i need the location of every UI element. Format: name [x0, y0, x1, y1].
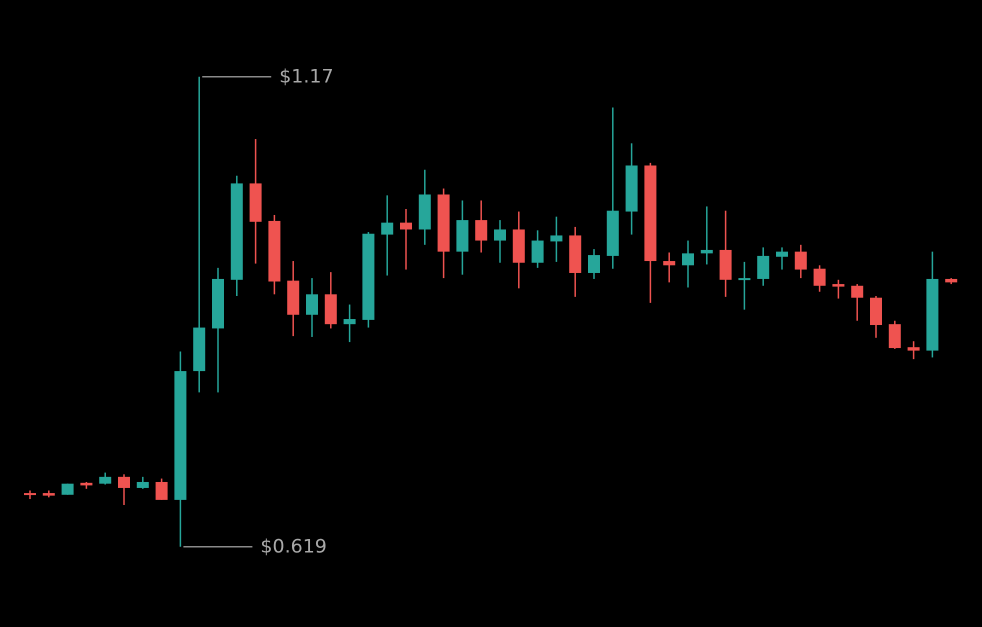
candle-body [700, 249, 713, 254]
candle-body [888, 324, 901, 349]
candle-body [475, 220, 488, 241]
candle-body [738, 278, 751, 281]
candle-body [512, 229, 525, 263]
candle-body [99, 476, 112, 484]
candle-body [531, 240, 544, 263]
candle-body [418, 194, 431, 230]
candle-body [193, 327, 206, 372]
candle-body [155, 481, 168, 500]
candle-body [682, 253, 694, 266]
candle-body [494, 229, 506, 241]
candle-body [776, 251, 788, 257]
candle-body [24, 493, 36, 496]
candle-body [851, 285, 864, 298]
candle-body [945, 278, 958, 283]
candle-body [324, 294, 337, 325]
candle-body [343, 319, 356, 325]
candle-body [61, 483, 74, 495]
candle-body [287, 280, 300, 315]
candle-body [362, 233, 375, 320]
candle-body [437, 194, 450, 252]
candle-body [870, 297, 882, 326]
candle-body [268, 220, 281, 282]
candle-body [212, 278, 224, 329]
candle-body [381, 222, 394, 235]
candle-body [644, 165, 657, 262]
candle-body [832, 284, 845, 287]
candle-body [813, 268, 826, 286]
candle-body [625, 165, 638, 212]
candle-body [907, 347, 920, 351]
candle-body [588, 255, 600, 273]
candle-body [80, 482, 93, 486]
candle-body [794, 251, 807, 270]
candle-body [606, 210, 619, 256]
candle-body [136, 481, 149, 488]
candle-body [569, 235, 582, 273]
annotation-label: $0.619 [260, 535, 326, 557]
candle-body [306, 294, 318, 315]
candle-body [550, 235, 563, 242]
annotation-label: $1.17 [279, 65, 333, 87]
candle-body [757, 255, 770, 279]
candle-body [663, 261, 676, 266]
candle-body [230, 183, 243, 280]
candle-body [174, 371, 187, 500]
candle-body [118, 476, 130, 488]
candle-body [249, 183, 262, 222]
candle-body [719, 249, 732, 280]
candle-body [926, 278, 939, 351]
candle-body [456, 220, 469, 252]
candle-body [400, 222, 412, 230]
candle-body [42, 493, 55, 496]
